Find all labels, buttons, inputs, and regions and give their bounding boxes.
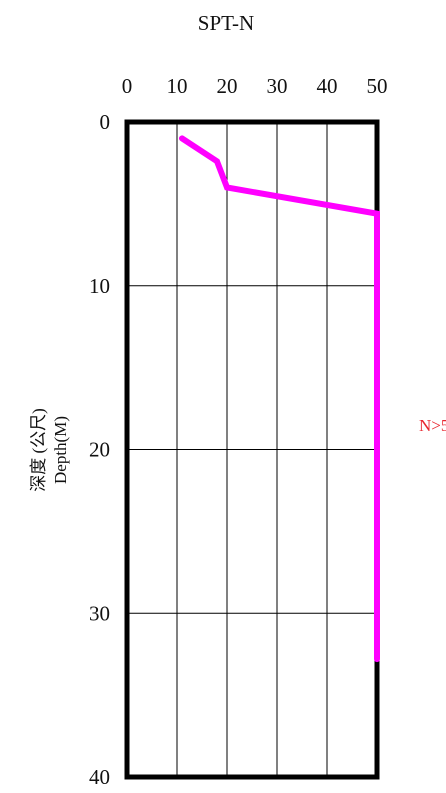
y-axis-label-chinese: 深度 (公尺) [29,408,48,492]
x-tick-labels: 0 10 20 30 40 50 [122,74,388,98]
x-tick-label: 40 [317,74,338,98]
chart-title: SPT-N [198,11,254,35]
y-tick-labels: 0 10 20 30 40 [89,110,110,789]
x-tick-label: 30 [267,74,288,98]
annotation-n-over-50: N>50 [419,416,446,435]
x-tick-label: 50 [367,74,388,98]
y-tick-label: 40 [89,765,110,789]
x-tick-label: 0 [122,74,133,98]
x-tick-label: 10 [167,74,188,98]
y-tick-label: 30 [89,601,110,625]
spt-n-series-line [179,135,380,663]
series-layer [179,135,380,663]
y-axis-label-english: Depth(M) [51,416,70,484]
y-tick-label: 20 [89,438,110,462]
grid-lines [127,122,377,777]
x-tick-label: 20 [217,74,238,98]
y-tick-label: 10 [89,274,110,298]
y-tick-label: 0 [100,110,111,134]
